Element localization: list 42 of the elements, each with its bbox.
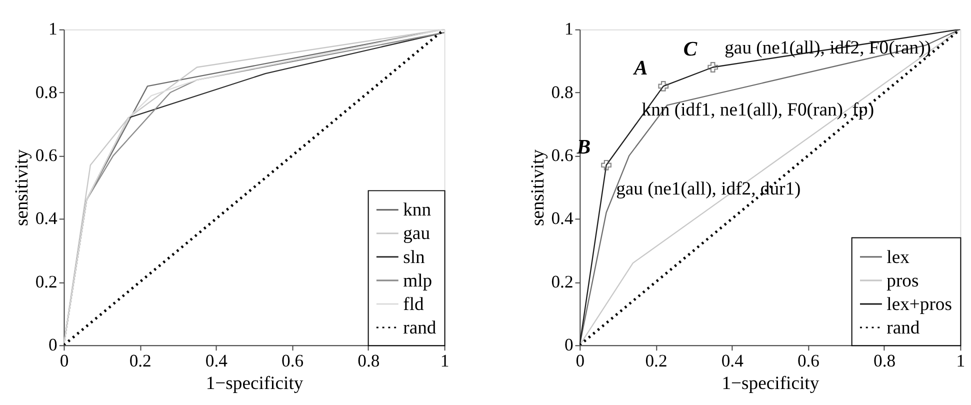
legend-label: rand <box>403 317 437 338</box>
y-tick-label: 0.2 <box>35 271 58 292</box>
x-tick-label: 1 <box>440 350 450 370</box>
legend-label: knn <box>403 200 432 221</box>
x-axis-title: 1−specificity <box>722 372 820 394</box>
x-tick-label: 0.2 <box>645 350 668 370</box>
x-tick-label: 1 <box>956 350 966 370</box>
x-tick-label: 0.8 <box>874 350 896 370</box>
legend-label: pros <box>886 270 919 292</box>
legend-label: mlp <box>403 270 432 292</box>
point <box>658 81 669 92</box>
legend-label: gau <box>403 223 430 244</box>
x-tick-label: 0.2 <box>129 350 152 370</box>
point <box>708 62 718 72</box>
y-tick-label: 1 <box>564 18 574 39</box>
y-tick-label: 0.2 <box>551 271 574 292</box>
y-tick-label: 0.8 <box>551 82 574 102</box>
point <box>601 160 612 170</box>
x-tick-label: 0.4 <box>205 350 228 370</box>
y-tick-label: 0.8 <box>35 82 58 102</box>
x-tick-label: 0.4 <box>721 350 744 370</box>
y-tick-label: 0.6 <box>35 145 58 166</box>
annotation: C <box>683 38 698 60</box>
x-tick-label: 0.6 <box>282 350 304 370</box>
y-tick-label: 0.4 <box>551 208 574 228</box>
legend-label: rand <box>886 317 920 338</box>
y-tick-label: 0.4 <box>35 208 58 228</box>
legend-label: lex <box>886 246 910 268</box>
x-axis-title: 1−specificity <box>206 372 304 394</box>
x-tick-label: 0.8 <box>358 350 380 370</box>
annotation: gau (ne1(all), idf2, dur1) <box>616 178 801 200</box>
y-tick-label: 0 <box>564 334 574 355</box>
y-tick-label: 0.6 <box>551 145 574 166</box>
y-tick-label: 0 <box>48 334 58 355</box>
legend-label: fld <box>403 294 424 315</box>
legend-label: lex+pros <box>886 294 952 315</box>
legend-label: sln <box>403 246 426 268</box>
annotation: A <box>632 57 648 80</box>
y-axis-title: sensitivity <box>11 148 32 226</box>
x-tick-label: 0.6 <box>797 350 820 370</box>
y-axis-title: sensitivity <box>527 148 548 226</box>
y-tick-label: 1 <box>48 18 58 39</box>
